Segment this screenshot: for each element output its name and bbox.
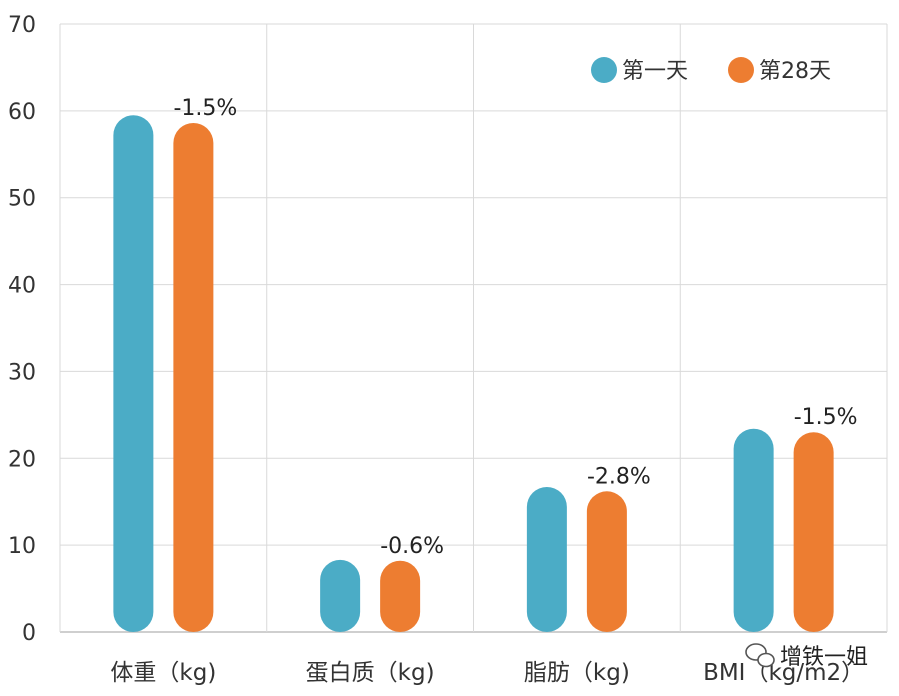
x-axis: 体重（kg) 蛋白质（kg) 脂肪（kg) BMI（kg/m2）	[110, 660, 864, 686]
legend-label-series-1: 第一天	[622, 59, 688, 84]
y-tick-label: 60	[8, 100, 36, 125]
bars-layer	[113, 115, 834, 632]
bar-series-1-2	[320, 559, 361, 632]
bar-series-2-3	[586, 491, 627, 632]
change-annotation: -1.5%	[173, 96, 237, 121]
y-tick-label: 70	[8, 13, 36, 38]
bar-series-1-1	[113, 115, 154, 632]
bar-series-1-4	[733, 428, 774, 632]
y-tick-label: 30	[8, 360, 36, 385]
bar-series-2-4	[793, 432, 834, 632]
x-category-label: BMI（kg/m2）	[703, 660, 864, 686]
wechat-icon	[745, 643, 775, 668]
watermark-text: 增铁一姐	[780, 645, 868, 670]
y-tick-label: 40	[8, 274, 36, 299]
x-category-label: 体重（kg)	[110, 660, 216, 686]
legend-label-series-2: 第28天	[759, 59, 831, 84]
x-category-label: 蛋白质（kg)	[306, 660, 435, 686]
legend-marker-series-1	[591, 57, 617, 83]
legend: 第一天 第28天	[591, 57, 831, 84]
y-tick-label: 0	[22, 621, 36, 646]
x-category-label: 脂肪（kg)	[524, 660, 630, 686]
bar-series-2-1	[173, 123, 214, 632]
change-annotation: -1.5%	[794, 405, 858, 430]
legend-marker-series-2	[728, 57, 754, 83]
change-annotation: -0.6%	[380, 534, 444, 559]
watermark: 增铁一姐	[745, 643, 868, 670]
y-tick-label: 10	[8, 534, 36, 559]
y-axis: 0 10 20 30 40 50 60 70	[8, 13, 36, 646]
annotation-layer: -1.5% -0.6% -2.8% -1.5%	[173, 96, 857, 559]
bar-series-1-3	[526, 486, 567, 632]
bar-series-2-2	[380, 560, 421, 632]
y-tick-label: 20	[8, 447, 36, 472]
change-annotation: -2.8%	[587, 464, 651, 489]
y-tick-label: 50	[8, 187, 36, 212]
